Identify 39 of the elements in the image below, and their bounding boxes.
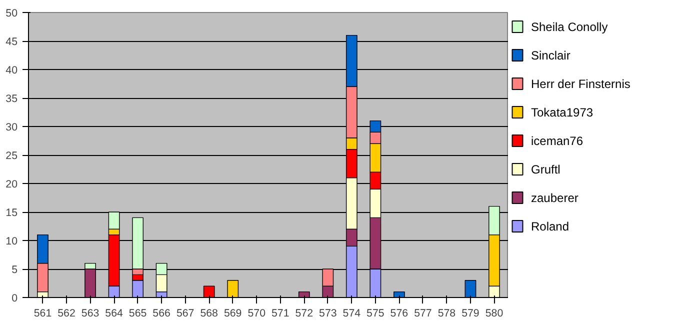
x-tick-label: 565 <box>128 308 147 320</box>
legend-label: Sheila Conolly <box>531 20 608 34</box>
legend-label: Sinclair <box>531 48 570 62</box>
x-tick-label: 573 <box>319 308 337 320</box>
y-tick-label: 50 <box>6 8 18 20</box>
y-tick-label: 40 <box>6 64 18 76</box>
legend-label: iceman76 <box>531 134 584 148</box>
y-tick-label: 20 <box>6 178 18 190</box>
y-tick-label: 35 <box>6 93 18 105</box>
y-tick-label: 0 <box>12 292 18 304</box>
y-tick-label: 30 <box>6 122 18 134</box>
x-tick-label: 566 <box>152 308 171 320</box>
legend-label: zauberer <box>531 190 578 205</box>
y-tick-label: 25 <box>6 150 18 162</box>
x-tick-label: 563 <box>81 308 100 320</box>
legend-label: Tokata1973 <box>531 105 594 120</box>
y-tick-label: 10 <box>6 236 18 248</box>
x-tick-label: 569 <box>224 308 242 320</box>
legend-label: Roland <box>531 219 570 234</box>
x-tick-label: 564 <box>105 308 124 320</box>
x-tick-label: 561 <box>34 308 52 320</box>
x-tick-label: 580 <box>485 308 504 320</box>
x-tick-label: 571 <box>271 308 290 320</box>
x-tick-label: 576 <box>390 308 408 320</box>
x-tick-label: 574 <box>342 308 361 320</box>
x-tick-label: 577 <box>414 308 432 320</box>
y-tick-label: 5 <box>12 264 18 276</box>
y-tick-label: 15 <box>6 207 18 219</box>
x-tick-label: 575 <box>366 308 384 320</box>
x-tick-label: 579 <box>462 308 480 320</box>
x-tick-label: 572 <box>295 308 314 320</box>
y-tick-label: 45 <box>6 36 18 48</box>
x-tick-label: 567 <box>176 308 194 320</box>
legend-label: Herr der Finsternis <box>531 76 630 91</box>
x-tick-label: 568 <box>200 308 218 320</box>
legend-label: Gruftl <box>531 162 560 176</box>
x-tick-label: 570 <box>248 308 266 320</box>
x-tick-label: 562 <box>58 308 76 320</box>
x-tick-label: 578 <box>438 308 456 320</box>
